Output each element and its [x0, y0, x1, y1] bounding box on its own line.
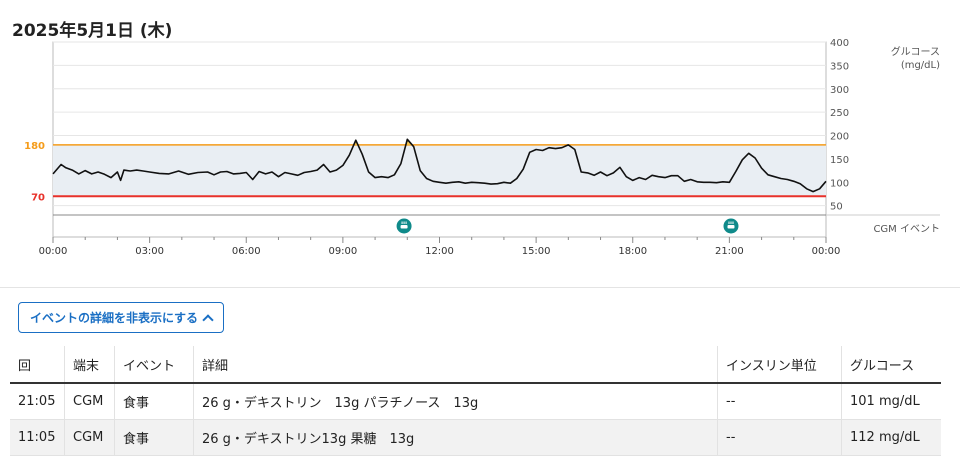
- col-header-glucose: グルコース: [841, 346, 941, 384]
- cgm-event-lane-label: CGM イベント: [873, 223, 940, 235]
- meal-icon-bowl: [727, 225, 735, 229]
- y-tick-label: 50: [830, 202, 843, 213]
- target-range-band: [53, 144, 826, 197]
- col-header-event: イベント: [114, 346, 194, 384]
- x-tick-label: 09:00: [328, 246, 357, 257]
- page-title: 2025年5月1日 (木): [12, 21, 173, 41]
- cell-time: 21:05: [10, 383, 65, 420]
- x-tick-label: 21:00: [715, 246, 744, 257]
- glucose-chart: 50 100 150 200 250 300 350 400 グルコース (mg/dL) 00:…: [24, 38, 940, 257]
- x-tick-label: 03:00: [135, 246, 164, 257]
- event-markers: [396, 218, 739, 234]
- above-target-fill: [353, 139, 413, 145]
- x-axis-ticks: 00:00 03:00 06:00 09:00 12:00 15:00 18:00 21:00…: [39, 237, 841, 257]
- x-tick-label: 15:00: [522, 246, 551, 257]
- y-tick-label: 150: [830, 155, 849, 166]
- y-axis-label-line: グルコース: [891, 45, 940, 58]
- y-tick-label: 250: [830, 108, 849, 119]
- cell-event: 食事: [114, 383, 194, 420]
- table-header-row: 回 端末 イベント 詳細 インスリン単位 グルコース: [10, 346, 941, 384]
- table-row[interactable]: 21:05 CGM 食事 26 g・デキストリン 13g パラチノース 13g …: [10, 383, 941, 420]
- cell-detail: 26 g・デキストリン13g 果糖 13g: [193, 419, 718, 456]
- meal-icon: [396, 218, 412, 234]
- y-axis-ticks: 50 100 150 200 250 300 350 400: [830, 38, 849, 213]
- meal-icon-bowl: [400, 225, 408, 229]
- cell-glucose: 112 mg/dL: [841, 419, 941, 456]
- y-tick-label: 300: [830, 85, 849, 96]
- x-tick-label: 18:00: [618, 246, 647, 257]
- col-header-detail: 詳細: [193, 346, 718, 384]
- col-header-device: 端末: [64, 346, 115, 384]
- cell-glucose: 101 mg/dL: [841, 383, 941, 420]
- target-low-label: 70: [31, 192, 45, 203]
- y-tick-label: 350: [830, 61, 849, 72]
- y-axis-label-line: (mg/dL): [901, 60, 940, 71]
- cell-time: 11:05: [10, 419, 65, 456]
- cell-device: CGM: [64, 383, 115, 420]
- y-tick-label: 200: [830, 132, 849, 143]
- chevron-up-icon: [202, 313, 214, 326]
- hide-event-details-button[interactable]: イベントの詳細を非表示にする: [18, 302, 224, 333]
- x-tick-label: 06:00: [232, 246, 261, 257]
- cell-device: CGM: [64, 419, 115, 456]
- cell-event: 食事: [114, 419, 194, 456]
- plot-frame: [52, 41, 827, 238]
- cell-insulin: --: [717, 419, 842, 456]
- x-tick-label: 00:00: [812, 246, 841, 257]
- section-divider: [0, 287, 960, 288]
- x-tick-label: 00:00: [39, 246, 68, 257]
- y-tick-label: 100: [830, 178, 849, 189]
- cell-insulin: --: [717, 383, 842, 420]
- table-row[interactable]: 11:05 CGM 食事 26 g・デキストリン13g 果糖 13g -- 11…: [10, 419, 941, 456]
- meal-icon: [723, 218, 739, 234]
- col-header-insulin: インスリン単位: [717, 346, 842, 384]
- col-header-time: 回: [10, 346, 65, 384]
- hide-event-details-label: イベントの詳細を非表示にする: [29, 311, 199, 325]
- y-tick-label: 400: [830, 38, 849, 49]
- event-table: 回 端末 イベント 詳細 インスリン単位 グルコース 21:05 CGM 食事 …: [10, 346, 941, 456]
- cell-detail: 26 g・デキストリン 13g パラチノース 13g: [193, 383, 718, 420]
- target-high-label: 180: [24, 141, 45, 152]
- chart-grid: [52, 41, 940, 238]
- glucose-series-line: [52, 138, 827, 193]
- y-axis-label: グルコース (mg/dL): [891, 45, 940, 71]
- x-tick-label: 12:00: [425, 246, 454, 257]
